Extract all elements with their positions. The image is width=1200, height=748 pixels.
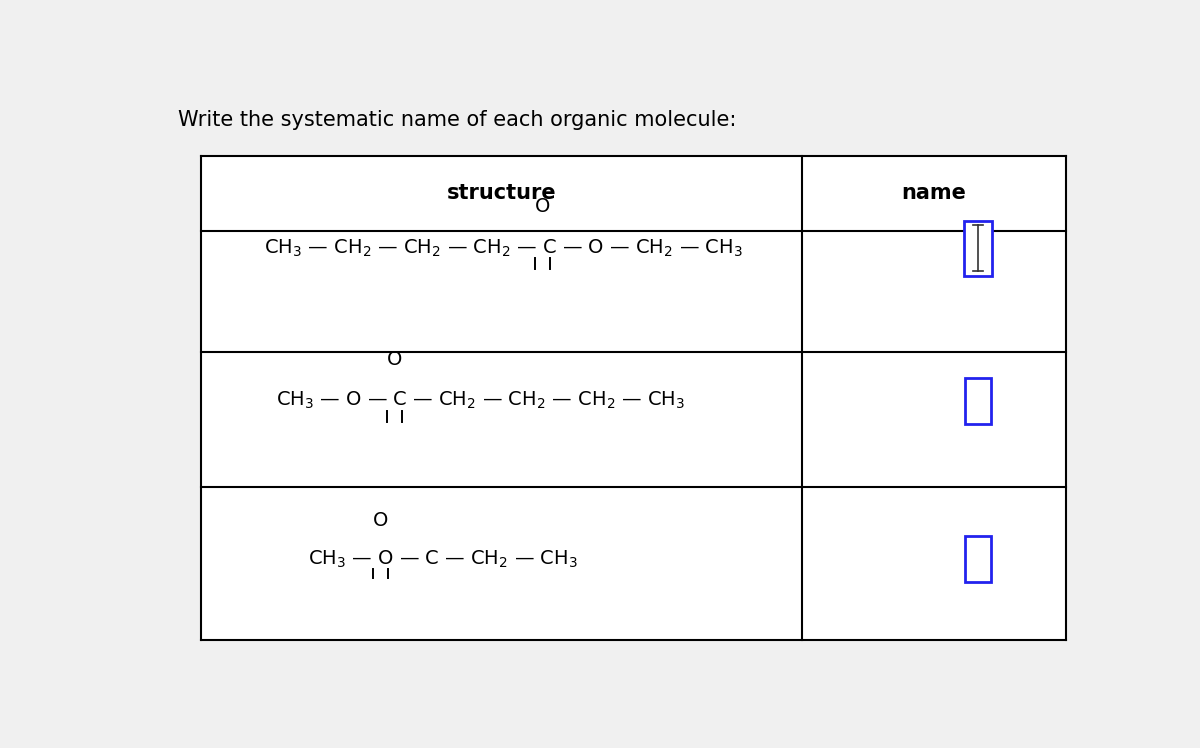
Text: CH$_3$ — CH$_2$ — CH$_2$ — CH$_2$ — C — O — CH$_2$ — CH$_3$: CH$_3$ — CH$_2$ — CH$_2$ — CH$_2$ — C — … — [264, 238, 743, 259]
Text: structure: structure — [446, 183, 557, 203]
Bar — [964, 221, 991, 275]
Text: O: O — [386, 350, 402, 369]
Text: Write the systematic name of each organic molecule:: Write the systematic name of each organi… — [178, 110, 737, 130]
Text: O: O — [373, 510, 389, 530]
Text: name: name — [901, 183, 966, 203]
Text: CH$_3$ — O — C — CH$_2$ — CH$_2$ — CH$_2$ — CH$_3$: CH$_3$ — O — C — CH$_2$ — CH$_2$ — CH$_2… — [276, 390, 685, 411]
Bar — [965, 378, 991, 424]
Bar — [202, 156, 1066, 640]
Bar — [965, 536, 991, 582]
Text: CH$_3$ — O — C — CH$_2$ — CH$_3$: CH$_3$ — O — C — CH$_2$ — CH$_3$ — [308, 548, 578, 570]
Text: O: O — [535, 197, 550, 216]
